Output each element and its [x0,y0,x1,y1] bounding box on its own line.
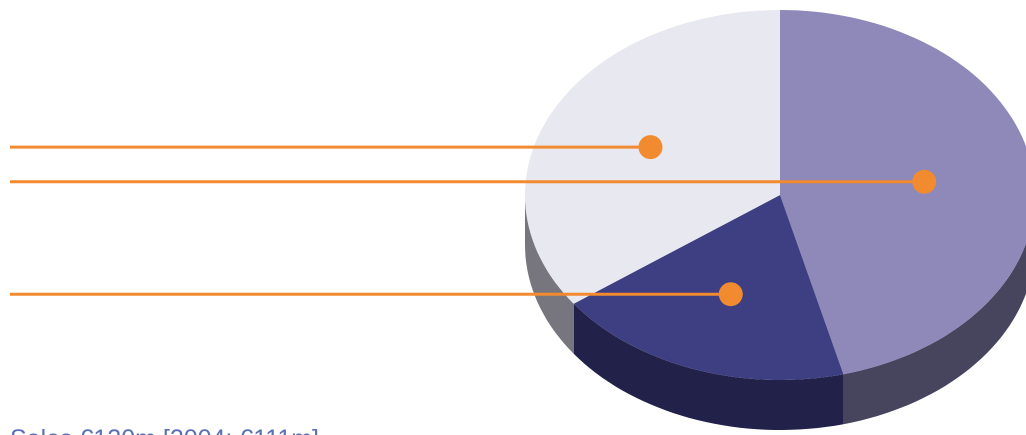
pie-slice [573,195,844,380]
pie-slice [780,10,1026,375]
leader-dot [912,169,937,194]
pie-side [843,243,1026,425]
pie-side [525,195,574,354]
pie-side [573,303,844,430]
chart-title: Sales €120m [2004: €111m] [10,425,319,435]
leader-dot [638,135,663,160]
leader-dot [718,282,743,307]
